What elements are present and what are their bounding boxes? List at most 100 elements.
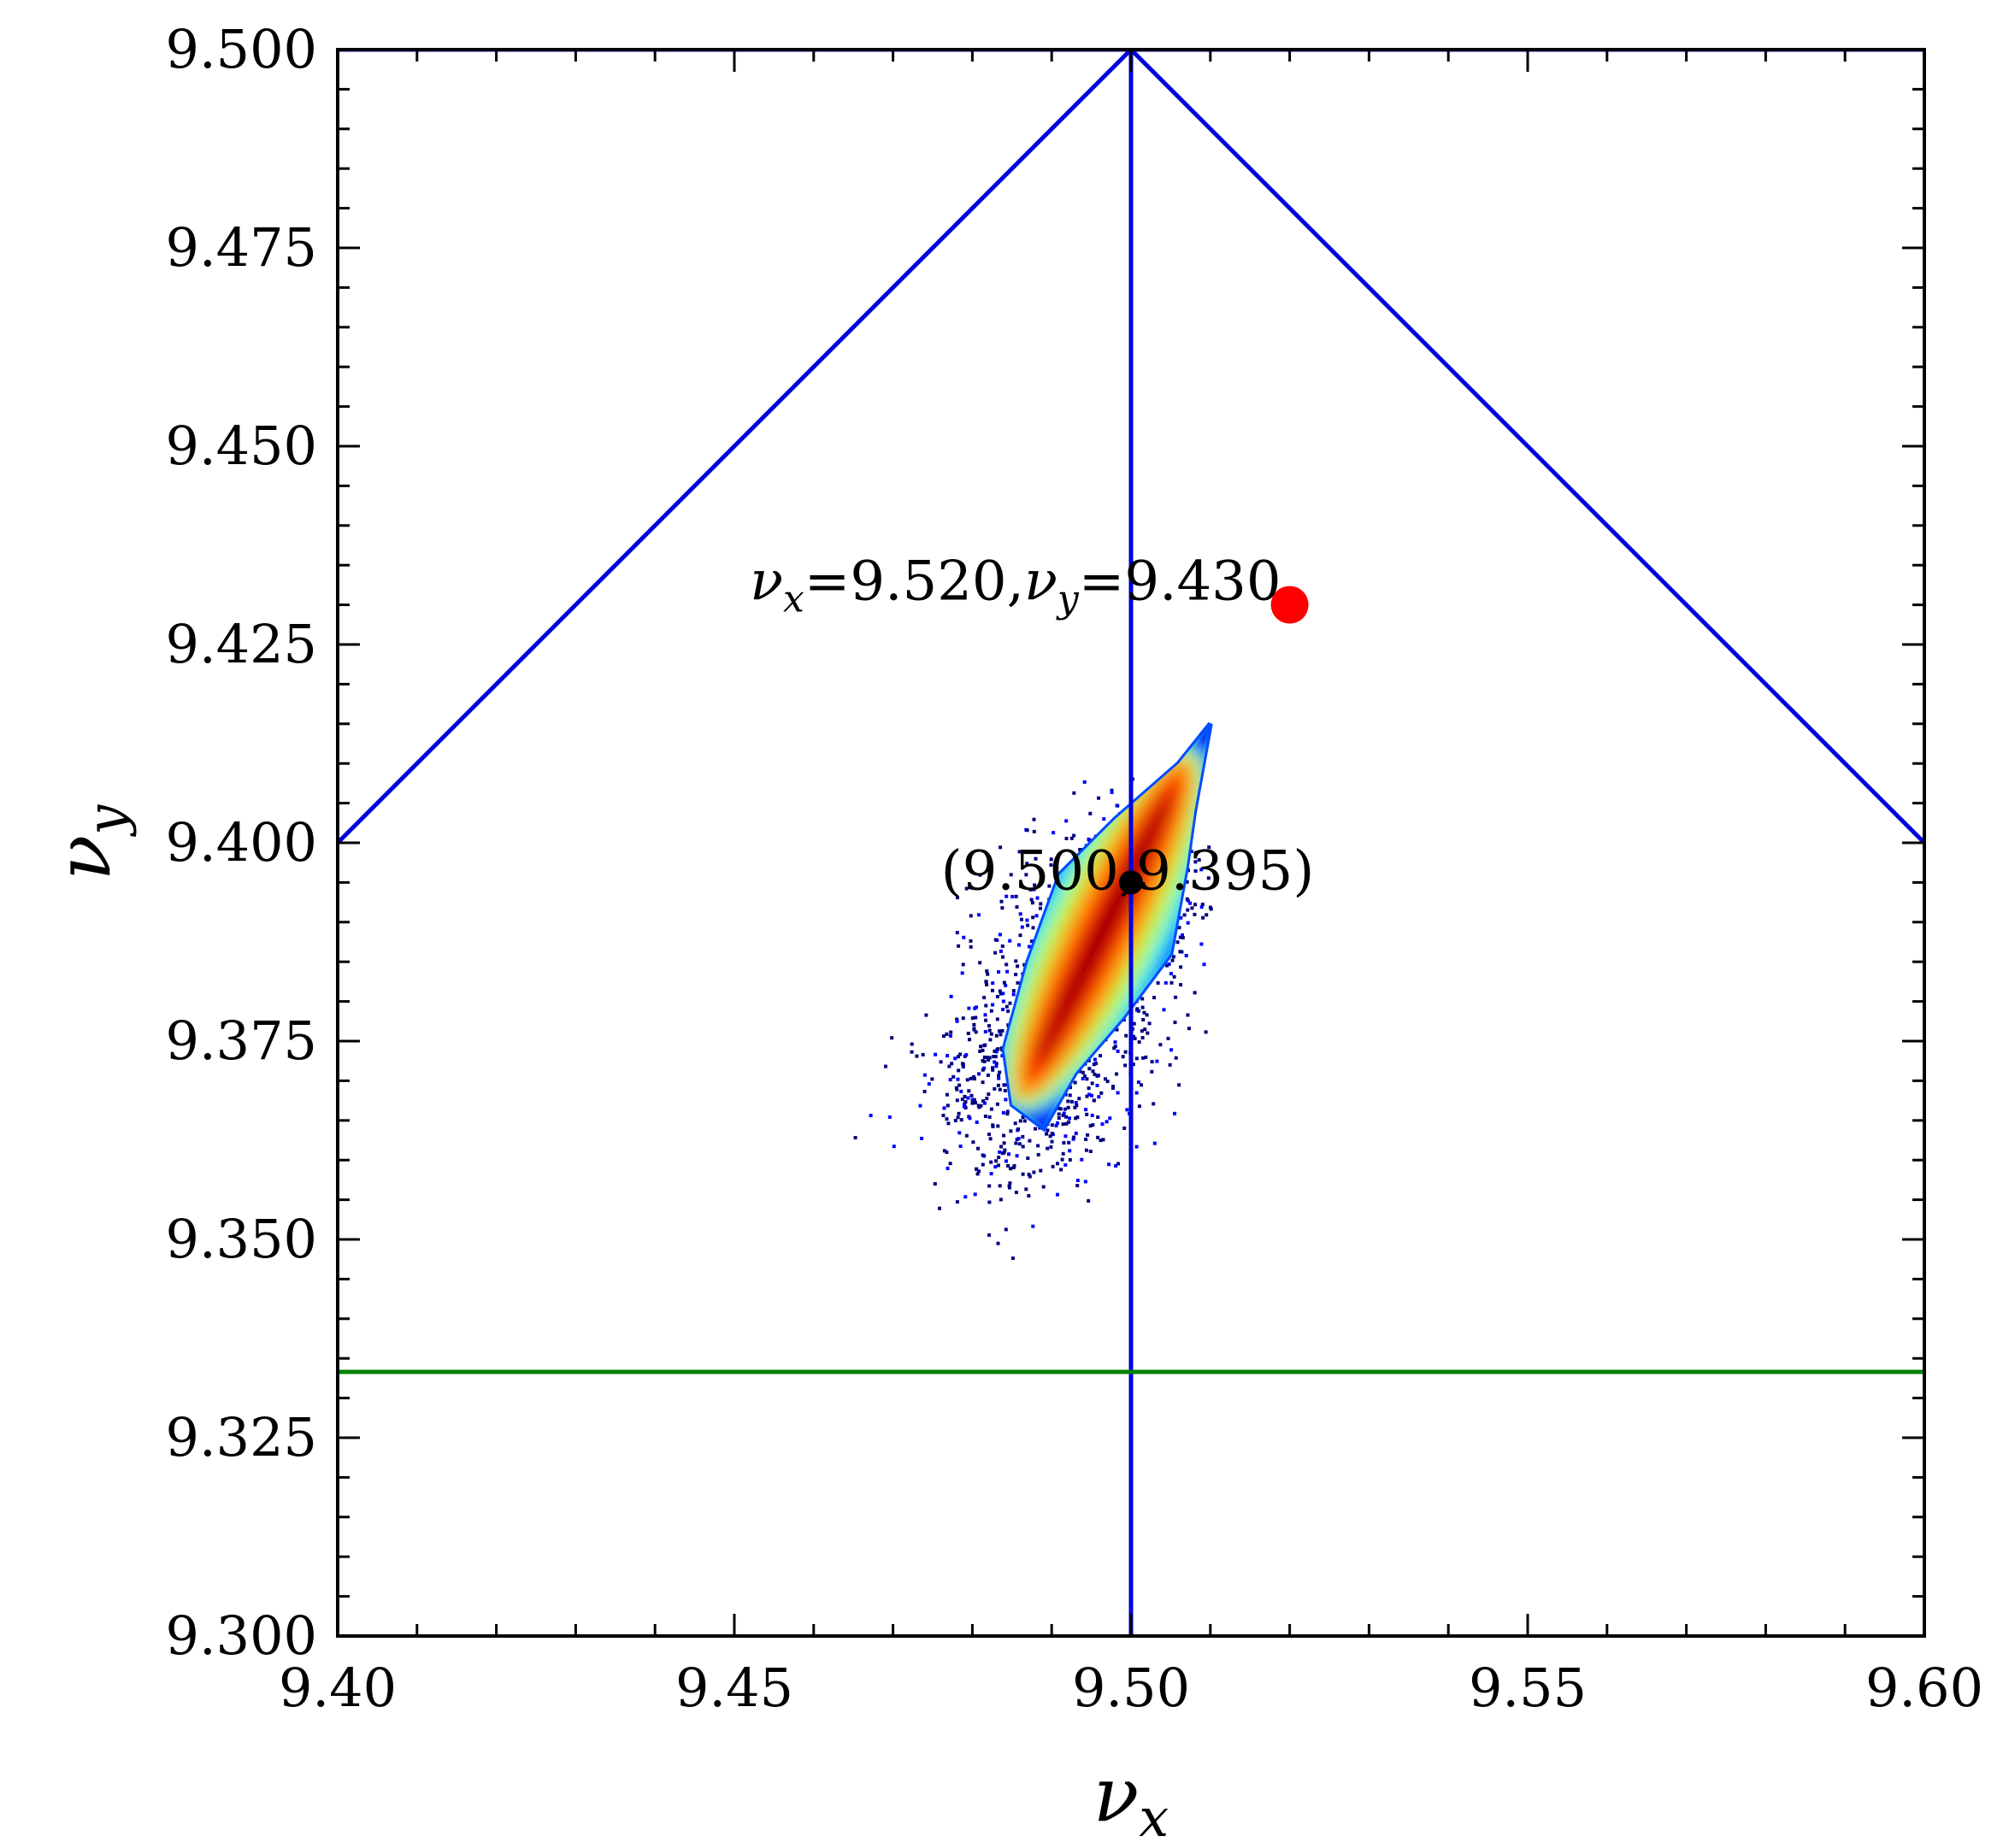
footprint-halo-pixel (948, 1162, 952, 1166)
footprint-halo-pixel (1021, 1115, 1025, 1120)
footprint-halo-pixel (939, 1060, 943, 1064)
footprint-halo-pixel (960, 971, 964, 975)
y-tick-label: 9.300 (166, 1604, 318, 1667)
footprint-halo-pixel (1099, 1091, 1104, 1095)
footprint-halo-pixel (1087, 1067, 1092, 1071)
footprint-halo-pixel (1057, 1112, 1061, 1116)
footprint-halo-pixel (966, 1032, 970, 1035)
footprint-halo-pixel (1110, 788, 1114, 792)
footprint-density (1004, 739, 1211, 1118)
footprint-halo-pixel (981, 1080, 985, 1085)
footprint-halo-pixel (958, 1052, 963, 1056)
footprint-halo-pixel (968, 1116, 972, 1121)
footprint-halo-pixel (1140, 1036, 1145, 1040)
footprint-halo-pixel (1141, 1056, 1146, 1060)
footprint-halo-pixel (1177, 926, 1181, 930)
footprint-halo-pixel (967, 1006, 971, 1010)
footprint-halo-pixel (1002, 1151, 1006, 1155)
footprint-halo-pixel (1134, 1056, 1139, 1061)
footprint-halo-pixel (1178, 950, 1182, 954)
footprint-halo-pixel (1165, 963, 1169, 968)
footprint-halo-pixel (1190, 906, 1194, 910)
footprint-halo-pixel (948, 1078, 952, 1082)
footprint-halo-pixel (989, 1160, 993, 1164)
footprint-halo-pixel (964, 1053, 969, 1057)
footprint-halo-pixel (981, 1162, 985, 1167)
footprint-halo-pixel (1035, 896, 1040, 900)
footprint-halo-pixel (1045, 1132, 1049, 1136)
footprint-halo-pixel (959, 1118, 963, 1122)
footprint-halo-pixel (1032, 1170, 1036, 1174)
footprint-halo-pixel (920, 1136, 924, 1140)
footprint-halo-pixel (910, 1042, 914, 1046)
footprint-halo-pixel (1036, 1144, 1040, 1148)
footprint-halo-pixel (1004, 962, 1009, 967)
footprint-halo-pixel (1164, 980, 1168, 985)
footprint-halo-pixel (997, 1076, 1001, 1080)
footprint-halo-pixel (1029, 939, 1034, 944)
footprint-halo-pixel (1011, 989, 1016, 993)
footprint-halo-pixel (1034, 1127, 1037, 1131)
footprint-halo-pixel (946, 1054, 950, 1058)
footprint-halo-pixel (971, 1140, 975, 1145)
footprint-halo-pixel (1005, 1109, 1010, 1114)
footprint-halo-pixel (1056, 1162, 1059, 1166)
footprint-halo-pixel (1001, 1008, 1005, 1011)
footprint-halo-pixel (1082, 780, 1087, 784)
footprint-halo-pixel (975, 1120, 979, 1124)
footprint-halo-pixel (1115, 803, 1119, 808)
footprint-halo-pixel (1110, 790, 1114, 794)
footprint-halo-pixel (1184, 954, 1188, 957)
footprint-halo-pixel (1063, 1107, 1067, 1111)
footprint-halo-pixel (1050, 1123, 1054, 1127)
footprint-halo-pixel (987, 1024, 991, 1028)
footprint-halo-pixel (994, 1159, 999, 1163)
footprint-halo-pixel (892, 1145, 896, 1149)
footprint-halo-pixel (1006, 1009, 1010, 1013)
footprint-halo-pixel (1152, 996, 1156, 1000)
footprint-halo-pixel (1096, 1135, 1100, 1139)
footprint-halo-pixel (1140, 1083, 1143, 1087)
footprint-halo-pixel (1178, 935, 1182, 939)
footprint-halo-pixel (964, 886, 969, 891)
footprint-halo-pixel (1173, 1021, 1177, 1025)
footprint-halo-pixel (1064, 1121, 1069, 1126)
footprint-halo-pixel (970, 1016, 975, 1021)
footprint-halo-pixel (1012, 1163, 1016, 1168)
footprint-halo-pixel (1051, 1164, 1055, 1168)
footprint-halo-pixel (1073, 1105, 1077, 1109)
footprint-halo-pixel (1039, 902, 1043, 906)
footprint-halo-pixel (1061, 1151, 1065, 1156)
footprint-halo-pixel (884, 1064, 887, 1068)
footprint-halo-pixel (1204, 1030, 1208, 1034)
footprint-halo-pixel (1085, 1077, 1089, 1081)
footprint-halo-pixel (1094, 1062, 1098, 1066)
footprint-halo-pixel (1150, 1060, 1154, 1064)
footprint-halo-pixel (1145, 1013, 1149, 1017)
footprint-halo-pixel (1067, 1120, 1071, 1124)
footprint-halo-pixel (1061, 1122, 1065, 1127)
footprint-halo-pixel (945, 1092, 949, 1097)
y-tick-label: 9.425 (166, 613, 318, 675)
footprint-halo-pixel (1016, 1127, 1021, 1131)
footprint-halo-pixel (1107, 1162, 1111, 1167)
footprint-halo-pixel (1001, 992, 1005, 996)
footprint-halo-pixel (1099, 1054, 1103, 1058)
footprint-halo-pixel (1092, 1062, 1096, 1067)
footprint-halo-pixel (1000, 1029, 1004, 1033)
footprint-halo-pixel (1132, 1021, 1136, 1026)
footprint-halo-pixel (998, 1087, 1002, 1092)
footprint-halo-pixel (965, 1078, 969, 1082)
footprint-halo-pixel (989, 1009, 993, 1013)
footprint-halo-pixel (1004, 1227, 1008, 1232)
footprint-halo-pixel (941, 1034, 946, 1039)
footprint-halo-pixel (955, 1098, 959, 1103)
footprint-halo-pixel (1013, 1121, 1017, 1126)
footprint-halo-pixel (1179, 915, 1183, 920)
footprint-halo-pixel (989, 1032, 993, 1036)
footprint-halo-pixel (1137, 1104, 1141, 1109)
footprint-halo-pixel (1022, 962, 1027, 967)
footprint-halo-pixel (1115, 1027, 1119, 1032)
footprint-halo-pixel (955, 1017, 959, 1021)
footprint-halo-pixel (998, 933, 1002, 937)
